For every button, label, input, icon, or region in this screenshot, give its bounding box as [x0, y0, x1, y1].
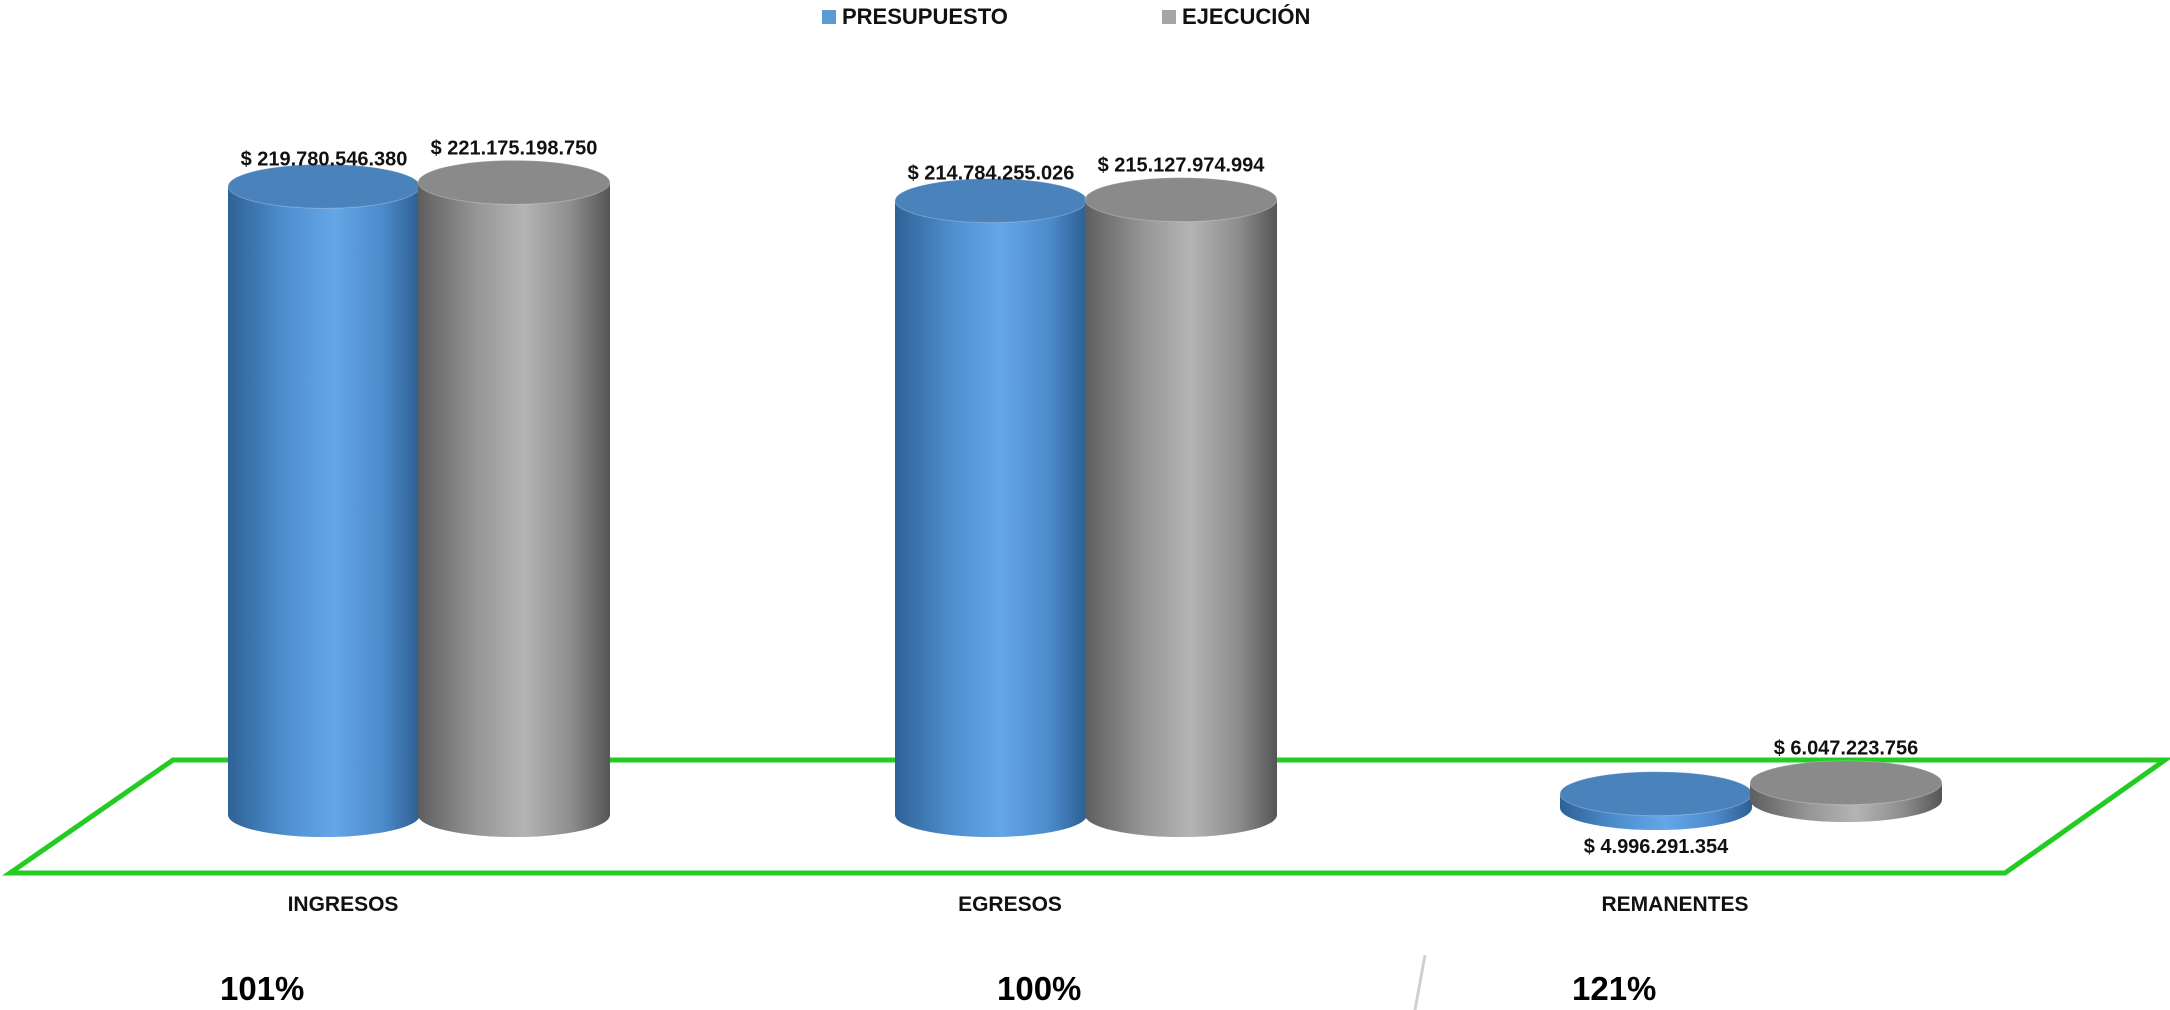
bar-egresos-ejecucion [1084, 177, 1278, 837]
percentage-ingresos: 101% [220, 970, 305, 1007]
legend-label-ejecucion: EJECUCIÓN [1182, 4, 1311, 29]
category-label-egresos: EGRESOS [958, 893, 1062, 916]
category-label-ingresos: INGRESOS [288, 893, 399, 916]
divider-line [1413, 954, 1427, 1010]
data-label-remanentes-ejecucion: $ 6.047.223.756 [1774, 738, 1919, 760]
legend-item-ejecucion: EJECUCIÓN [1162, 2, 1310, 32]
data-label-remanentes-presupuesto: $ 4.996.291.354 [1584, 836, 1729, 858]
legend-swatch-presupuesto [822, 10, 836, 24]
legend-item-presupuesto: PRESUPUESTO [822, 2, 1008, 32]
percentage-remanentes: 121% [1572, 970, 1657, 1007]
bar-remanentes-presupuesto [1559, 771, 1753, 830]
bar-ingresos-presupuesto [227, 163, 421, 837]
data-label-egresos-ejecucion: $ 215.127.974.994 [1098, 155, 1266, 177]
legend-swatch-ejecucion [1162, 10, 1176, 24]
data-label-ingresos-presupuesto: $ 219.780.546.380 [241, 148, 408, 170]
chart-floor [2, 757, 2170, 876]
bar-remanentes-ejecucion [1749, 760, 1943, 822]
bar-egresos-presupuesto [894, 178, 1088, 837]
data-label-ingresos-ejecucion: $ 221.175.198.750 [431, 137, 598, 159]
legend-label-presupuesto: PRESUPUESTO [842, 4, 1008, 29]
data-label-egresos-presupuesto: $ 214.784.255.026 [908, 163, 1075, 185]
bar-ingresos-ejecucion [417, 159, 611, 837]
category-label-remanentes: REMANENTES [1601, 893, 1748, 916]
percentage-egresos: 100% [997, 970, 1082, 1007]
